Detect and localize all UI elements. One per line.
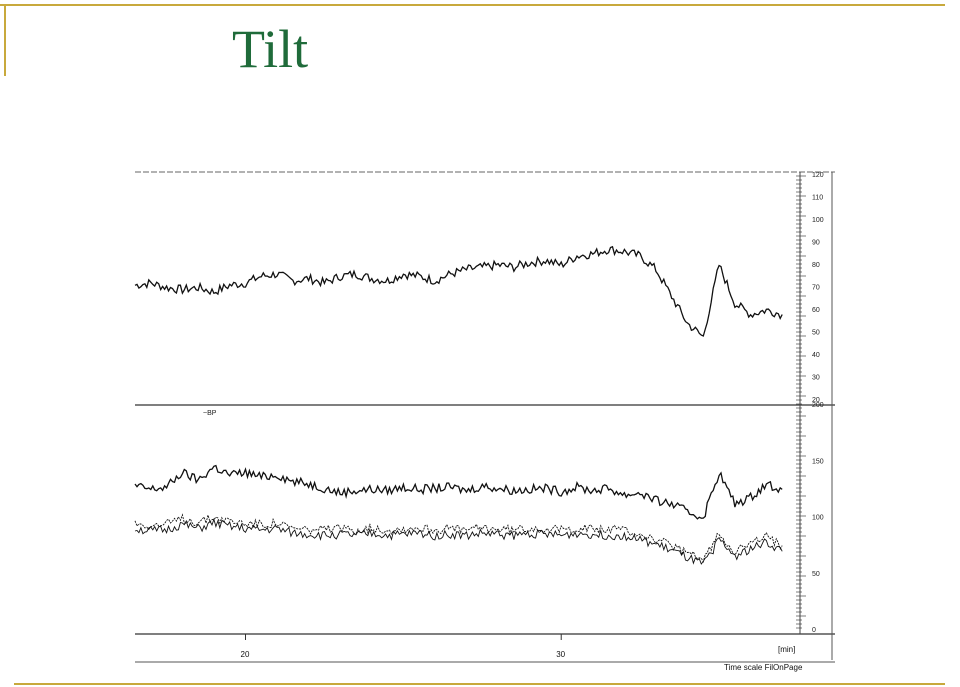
series-line-bottom-1 (134, 517, 783, 565)
y-tick-label-bottom-100: 100 (812, 515, 824, 522)
chart-frame (135, 171, 835, 663)
x-axis-ticks: 20 30 (241, 634, 566, 659)
x-axis-label: [min] (778, 645, 795, 654)
time-scale-note: Time scale FilOnPage (724, 663, 803, 672)
y-tick-label-top-120: 120 (812, 172, 824, 179)
frame-top-line (0, 4, 945, 6)
y-tick-label-top-30: 30 (812, 375, 820, 382)
y-tick-label-top-20: 20 (812, 397, 820, 404)
y-tick-label-bottom-200: 200 (812, 402, 824, 409)
top-panel-series (134, 245, 783, 337)
y-tick-label-bottom-0: 0 (812, 627, 816, 634)
series-line-bottom-2 (134, 513, 783, 564)
y-tick-label-top-40: 40 (812, 352, 820, 359)
top-y-ticks: 120 110 100 90 80 70 60 50 40 30 20 (812, 172, 824, 404)
x-tick-label-20: 20 (241, 650, 250, 659)
y-tick-label-bottom-150: 150 (812, 458, 824, 465)
ruler-ticks (796, 175, 806, 629)
frame-bottom-line (14, 683, 945, 685)
bottom-panel-series (134, 464, 783, 565)
annotation-label: ~BP (203, 410, 217, 417)
y-tick-label-bottom-50: 50 (812, 571, 820, 578)
y-tick-label-top-80: 80 (812, 262, 820, 269)
y-tick-label-top-60: 60 (812, 307, 820, 314)
y-tick-label-top-50: 50 (812, 330, 820, 337)
slide-title: Tilt (232, 19, 309, 79)
y-tick-label-top-70: 70 (812, 285, 820, 292)
y-tick-label-top-90: 90 (812, 240, 820, 247)
y-tick-label-top-110: 110 (812, 195, 823, 202)
frame-left-line (4, 4, 6, 76)
bottom-y-ticks: 200 150 100 50 0 (812, 402, 824, 634)
y-tick-label-top-100: 100 (812, 217, 824, 224)
series-line-bottom-0 (134, 464, 783, 520)
x-tick-label-30: 30 (556, 650, 565, 659)
series-line-top-0 (134, 245, 783, 337)
